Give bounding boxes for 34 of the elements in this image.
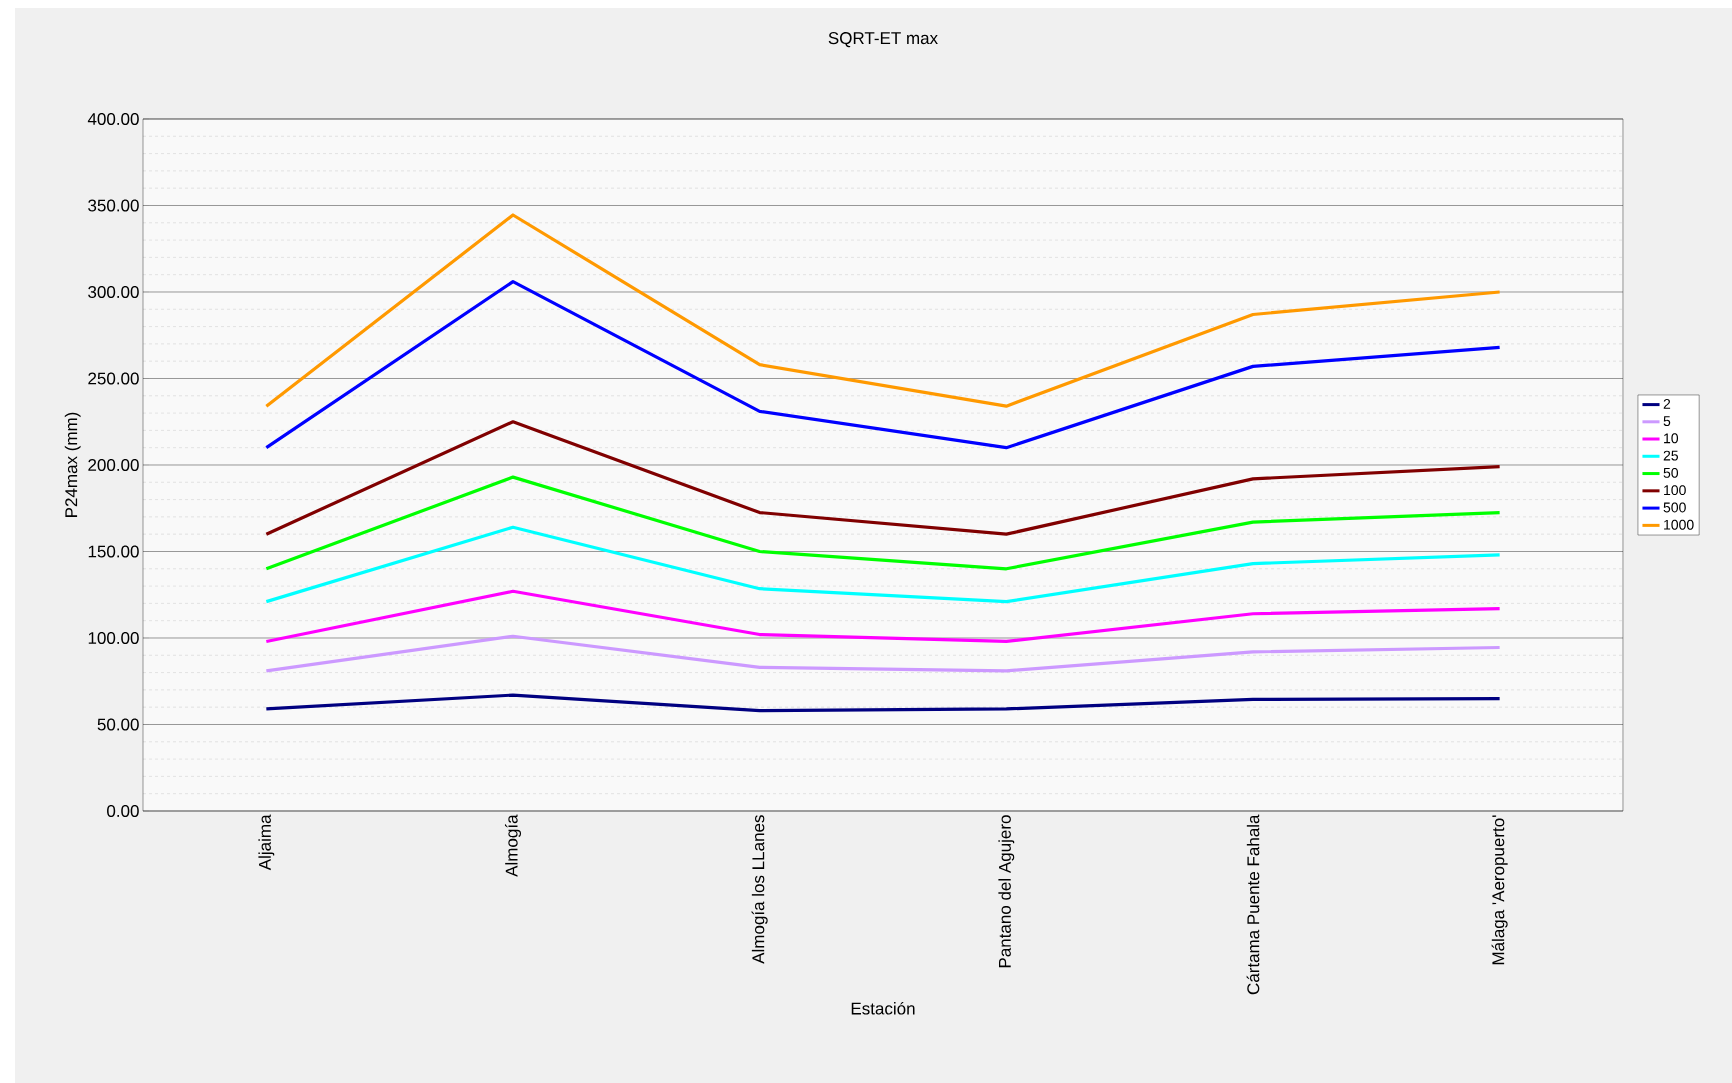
y-tick-label: 50.00 (97, 718, 139, 731)
y-axis-title: P24max (mm) (64, 412, 81, 517)
y-tick-label: 0.00 (107, 804, 139, 818)
y-tick-label: 400.00 (87, 112, 139, 126)
line-series (264, 693, 1502, 713)
x-tick-label: Almogía (504, 814, 522, 877)
x-tick-label: Cártama Puente Fahala (1246, 814, 1260, 995)
y-tick-label: 150.00 (88, 545, 139, 558)
legend-label: 2 (1663, 398, 1671, 409)
y-tick-label: 100.00 (88, 631, 139, 645)
legend-label: 100 (1664, 485, 1686, 496)
legend-label: 25 (1663, 450, 1679, 461)
line-series (264, 475, 1502, 571)
line-series (264, 280, 1502, 450)
line-series (264, 525, 1502, 604)
line-series (264, 589, 1502, 644)
legend-label: 50 (1663, 467, 1679, 478)
legend-label: 1000 (1664, 519, 1694, 530)
y-tick-label: 300.00 (88, 285, 139, 299)
y-tick-label: 200.00 (88, 458, 139, 472)
y-tick-label: 250.00 (88, 372, 139, 385)
x-tick-label: Málaga 'Aeropuerto' (1491, 815, 1508, 965)
line-series (264, 213, 1502, 408)
x-axis-title: Estación (851, 1001, 915, 1015)
x-tick-label: Aljaima (258, 814, 275, 871)
x-tick-label: Pantano del Agujero (998, 815, 1015, 968)
line-series (264, 634, 1502, 673)
line-series (264, 420, 1502, 536)
legend-label: 500 (1663, 502, 1686, 513)
legend-label: 10 (1664, 433, 1679, 444)
chart-title: SQRT-ET max (828, 32, 938, 48)
y-tick-label: 350.00 (88, 199, 139, 212)
legend-label: 5 (1663, 416, 1671, 427)
x-tick-label: Almogía los LLanes (751, 815, 768, 964)
